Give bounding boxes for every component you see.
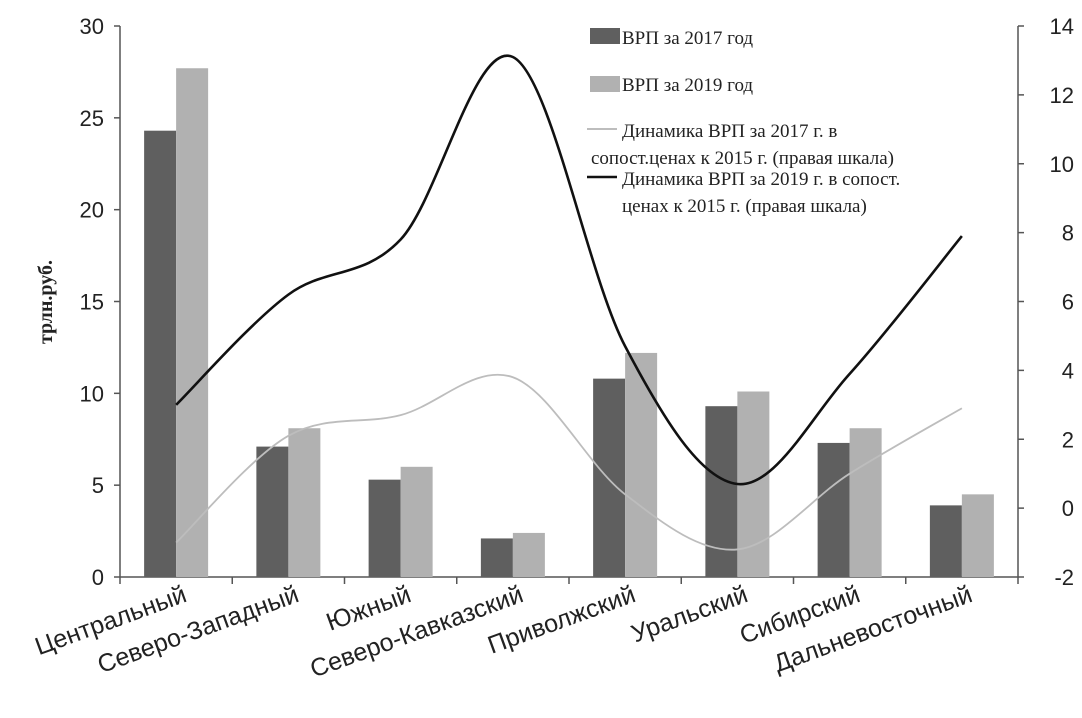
left-tick-label: 20	[80, 198, 104, 223]
bar-2017	[929, 505, 962, 577]
bar-2019	[400, 466, 433, 577]
tick-labels: 0 5 10 15 20 25 30 -2 0 2 4 6 8 10 12 14	[80, 14, 1074, 590]
category-label: Уральский	[628, 580, 752, 648]
right-tick-label: 6	[1062, 290, 1074, 315]
bar-2019	[961, 494, 994, 577]
legend: ВРП за 2017 год ВРП за 2019 год Динамика В…	[587, 28, 900, 217]
right-tick-label: 12	[1050, 83, 1074, 108]
right-tick-label: 4	[1062, 358, 1074, 383]
legend-swatch-2017	[590, 28, 620, 44]
legend-label-2019-dynamics-2: ценах к 2015 г. (правая шкала)	[622, 196, 867, 217]
bar-2019	[176, 68, 209, 577]
bars	[144, 68, 994, 577]
bar-2019	[625, 352, 658, 577]
left-tick-label: 15	[80, 290, 104, 315]
axes	[114, 25, 1024, 584]
legend-swatch-2019	[590, 76, 620, 92]
y-axis-label: трлн.руб.	[35, 260, 57, 344]
bar-2017	[705, 406, 738, 577]
legend-label-2017-dynamics-2: сопост.ценах к 2015 г. (правая шкала)	[591, 148, 894, 169]
bar-2019	[849, 428, 882, 577]
bar-2017	[480, 538, 513, 577]
left-tick-label: 10	[80, 381, 104, 406]
legend-label-2019-dynamics-1: Динамика ВРП за 2019 г. в сопост.	[622, 169, 900, 190]
legend-label-2017-dynamics-1: Динамика ВРП за 2017 г. в	[622, 121, 837, 142]
bar-2017	[144, 130, 177, 577]
bar-2017	[593, 378, 626, 577]
legend-label-2017: ВРП за 2017 год	[622, 28, 753, 49]
right-tick-label: 8	[1062, 221, 1074, 246]
left-tick-label: 25	[80, 106, 104, 131]
bar-2019	[288, 428, 321, 577]
left-tick-label: 5	[92, 473, 104, 498]
bar-2017	[817, 442, 850, 577]
right-tick-label: 10	[1050, 152, 1074, 177]
line-2017-dynamics	[175, 373, 963, 551]
right-tick-label: 2	[1062, 427, 1074, 452]
bar-2017	[368, 479, 401, 577]
bar-2017	[256, 446, 289, 577]
lines	[175, 54, 963, 551]
legend-label-2019: ВРП за 2019 год	[622, 75, 753, 96]
line-2019-dynamics	[175, 54, 963, 486]
left-tick-label: 0	[92, 565, 104, 590]
bar-2019	[512, 532, 545, 577]
left-tick-label: 30	[80, 14, 104, 39]
right-tick-label: -2	[1054, 565, 1074, 590]
right-tick-label: 14	[1050, 14, 1074, 39]
right-tick-label: 0	[1062, 496, 1074, 521]
